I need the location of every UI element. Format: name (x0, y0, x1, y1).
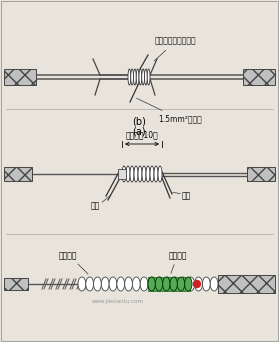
Bar (4, 69, 36, 85)
Ellipse shape (133, 277, 140, 291)
Ellipse shape (171, 277, 179, 291)
Ellipse shape (128, 69, 131, 85)
Text: 导线直径10倍: 导线直径10倍 (126, 131, 158, 140)
Ellipse shape (131, 69, 133, 85)
Ellipse shape (138, 166, 142, 182)
Ellipse shape (203, 277, 210, 291)
Text: 继续缠绕: 继续缠绕 (169, 251, 187, 261)
Bar (218, 275, 275, 293)
Text: www.jiexiantu.com: www.jiexiantu.com (92, 300, 144, 304)
Ellipse shape (136, 69, 139, 85)
Ellipse shape (177, 277, 185, 291)
Ellipse shape (139, 69, 142, 85)
Ellipse shape (185, 277, 192, 291)
Ellipse shape (163, 277, 170, 291)
Bar (247, 167, 275, 181)
Ellipse shape (117, 277, 125, 291)
Bar (148, 277, 190, 291)
Bar (4, 167, 32, 181)
Ellipse shape (146, 166, 150, 182)
Ellipse shape (147, 69, 150, 85)
Ellipse shape (145, 69, 147, 85)
Ellipse shape (187, 277, 195, 291)
Ellipse shape (134, 166, 138, 182)
Ellipse shape (170, 277, 177, 291)
Ellipse shape (156, 277, 163, 291)
Ellipse shape (126, 166, 130, 182)
Circle shape (194, 280, 201, 288)
Text: 折回: 折回 (181, 192, 191, 200)
Ellipse shape (109, 277, 117, 291)
Bar (4, 278, 28, 290)
Bar (243, 69, 275, 85)
Ellipse shape (133, 69, 136, 85)
Ellipse shape (93, 277, 101, 291)
Text: (b): (b) (132, 117, 146, 127)
Ellipse shape (179, 277, 187, 291)
Ellipse shape (195, 277, 203, 291)
Bar (118, 169, 126, 179)
Text: 折回: 折回 (90, 201, 100, 210)
Ellipse shape (86, 277, 93, 291)
Text: 1.5mm²裸锁线: 1.5mm²裸锁线 (136, 98, 202, 123)
Text: (a): (a) (132, 127, 146, 137)
Ellipse shape (154, 166, 158, 182)
Ellipse shape (158, 166, 162, 182)
Ellipse shape (125, 277, 133, 291)
Ellipse shape (130, 166, 134, 182)
Ellipse shape (210, 277, 218, 291)
Ellipse shape (163, 277, 171, 291)
Ellipse shape (148, 277, 156, 291)
Ellipse shape (142, 166, 146, 182)
Text: 继续缠绕: 继续缠绕 (59, 251, 77, 261)
Text: 填入一根同直径芯线: 填入一根同直径芯线 (154, 37, 197, 61)
Ellipse shape (150, 166, 154, 182)
Ellipse shape (148, 277, 155, 291)
Ellipse shape (155, 277, 163, 291)
Ellipse shape (122, 166, 126, 182)
Ellipse shape (140, 277, 148, 291)
Ellipse shape (142, 69, 145, 85)
Ellipse shape (78, 277, 86, 291)
Ellipse shape (101, 277, 109, 291)
